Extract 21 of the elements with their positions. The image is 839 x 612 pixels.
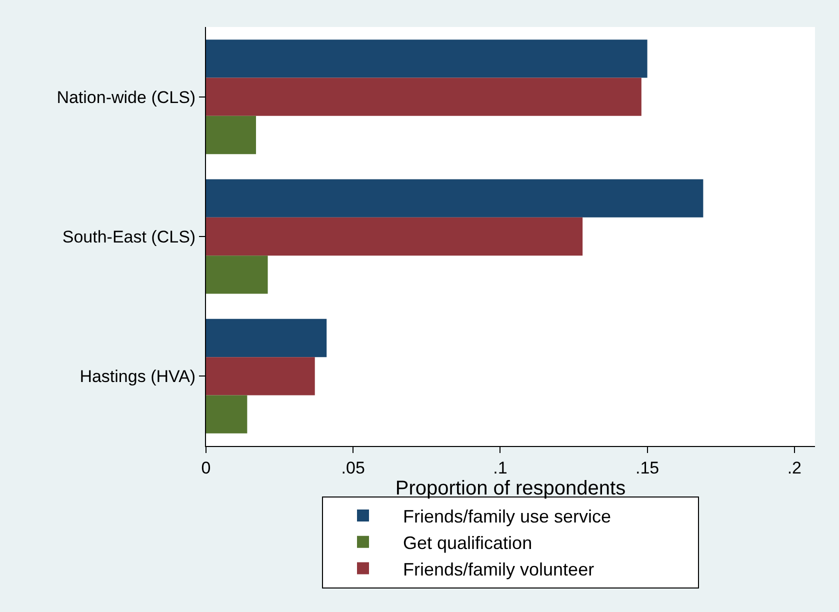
bar [206, 78, 642, 116]
x-tick-label: .05 [341, 458, 365, 478]
y-tick-label: Nation-wide (CLS) [56, 88, 196, 107]
bar [206, 395, 248, 434]
y-tick-label: Hastings (HVA) [80, 367, 196, 386]
legend-label: Friends/family volunteer [403, 559, 594, 580]
legend-label: Get qualification [403, 532, 532, 553]
y-tick-label: South-East (CLS) [62, 227, 196, 246]
legend-label: Friends/family use service [403, 506, 612, 526]
bar [206, 256, 268, 294]
x-tick-label: .15 [635, 458, 660, 478]
bar [206, 40, 648, 78]
x-tick-label: .2 [787, 458, 802, 478]
bar [206, 357, 315, 396]
x-tick-label: .1 [493, 458, 508, 478]
bar [206, 179, 704, 218]
bar [206, 116, 256, 154]
bar [206, 217, 583, 256]
bar [206, 318, 327, 358]
x-tick-label: 0 [201, 458, 211, 478]
x-axis-title: Proportion of respondents [395, 477, 626, 500]
